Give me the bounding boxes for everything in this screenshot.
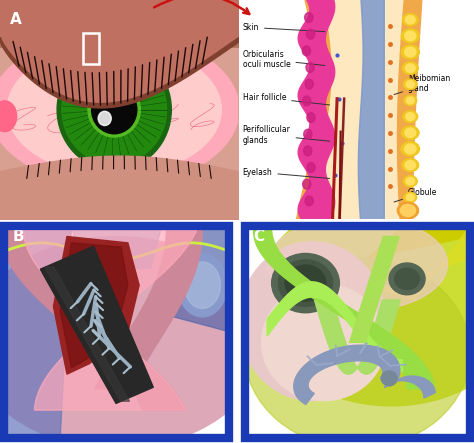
- Ellipse shape: [381, 371, 397, 386]
- Ellipse shape: [404, 192, 417, 202]
- Ellipse shape: [402, 14, 418, 26]
- Text: Orbicularis
oculi muscle: Orbicularis oculi muscle: [243, 50, 325, 69]
- Ellipse shape: [245, 258, 470, 443]
- Polygon shape: [298, 0, 335, 224]
- Ellipse shape: [239, 242, 386, 400]
- Ellipse shape: [402, 159, 419, 171]
- Ellipse shape: [302, 46, 310, 56]
- Ellipse shape: [302, 179, 311, 189]
- Text: A: A: [9, 12, 21, 27]
- Ellipse shape: [402, 62, 418, 74]
- Ellipse shape: [7, 44, 221, 175]
- Ellipse shape: [395, 268, 419, 289]
- Ellipse shape: [406, 194, 414, 201]
- Ellipse shape: [406, 81, 414, 88]
- Polygon shape: [45, 267, 129, 401]
- Ellipse shape: [307, 113, 315, 122]
- Ellipse shape: [405, 16, 415, 24]
- Ellipse shape: [400, 205, 416, 217]
- Ellipse shape: [397, 202, 419, 219]
- Ellipse shape: [406, 97, 414, 104]
- Polygon shape: [384, 376, 435, 398]
- Ellipse shape: [256, 194, 474, 406]
- Ellipse shape: [302, 96, 311, 106]
- Text: B: B: [13, 229, 25, 244]
- Ellipse shape: [389, 263, 425, 295]
- Polygon shape: [315, 300, 400, 374]
- Polygon shape: [294, 345, 400, 404]
- Ellipse shape: [98, 111, 111, 125]
- Ellipse shape: [178, 253, 227, 317]
- Ellipse shape: [404, 96, 417, 105]
- Polygon shape: [313, 0, 403, 224]
- Polygon shape: [358, 0, 384, 224]
- Polygon shape: [254, 230, 434, 389]
- Text: Skin: Skin: [243, 23, 325, 32]
- Ellipse shape: [405, 31, 416, 41]
- Ellipse shape: [403, 79, 417, 89]
- Ellipse shape: [403, 111, 418, 122]
- Ellipse shape: [401, 126, 419, 140]
- Polygon shape: [296, 0, 422, 224]
- Ellipse shape: [307, 163, 315, 172]
- Text: Eyelash: Eyelash: [243, 167, 329, 179]
- Polygon shape: [54, 237, 139, 374]
- Ellipse shape: [262, 284, 385, 400]
- Ellipse shape: [401, 29, 419, 43]
- Ellipse shape: [304, 129, 312, 139]
- Polygon shape: [150, 226, 229, 332]
- Ellipse shape: [91, 85, 137, 134]
- Ellipse shape: [267, 216, 447, 312]
- Polygon shape: [267, 282, 402, 372]
- Polygon shape: [4, 226, 72, 438]
- Polygon shape: [380, 226, 470, 300]
- Ellipse shape: [403, 176, 417, 187]
- Ellipse shape: [0, 101, 17, 132]
- Ellipse shape: [306, 29, 315, 39]
- Bar: [83, 33, 99, 64]
- Ellipse shape: [405, 160, 416, 170]
- Polygon shape: [369, 226, 470, 258]
- Ellipse shape: [305, 196, 313, 206]
- Polygon shape: [1, 230, 185, 410]
- Ellipse shape: [401, 45, 419, 59]
- Ellipse shape: [305, 12, 313, 23]
- Ellipse shape: [62, 55, 166, 164]
- Ellipse shape: [0, 237, 263, 443]
- Ellipse shape: [405, 128, 416, 137]
- Ellipse shape: [278, 260, 333, 307]
- Ellipse shape: [305, 79, 313, 89]
- Ellipse shape: [0, 33, 239, 187]
- Ellipse shape: [272, 253, 339, 313]
- Text: Hair follicle: Hair follicle: [243, 93, 329, 105]
- Polygon shape: [60, 243, 128, 368]
- Polygon shape: [349, 237, 399, 342]
- Text: C: C: [254, 229, 265, 244]
- Ellipse shape: [404, 144, 416, 154]
- Polygon shape: [72, 226, 162, 268]
- Ellipse shape: [406, 113, 415, 120]
- Ellipse shape: [405, 64, 415, 73]
- Ellipse shape: [88, 82, 140, 137]
- Ellipse shape: [401, 142, 419, 156]
- Ellipse shape: [184, 262, 220, 308]
- Ellipse shape: [304, 146, 312, 156]
- Text: Meibomian
gland: Meibomian gland: [394, 74, 450, 94]
- Text: Globule: Globule: [394, 188, 438, 202]
- Ellipse shape: [406, 177, 415, 185]
- Ellipse shape: [285, 265, 326, 301]
- Polygon shape: [40, 246, 153, 404]
- Ellipse shape: [57, 49, 171, 170]
- Text: Perifollicular
glands: Perifollicular glands: [243, 125, 329, 144]
- Ellipse shape: [306, 62, 314, 73]
- Ellipse shape: [405, 47, 416, 57]
- Polygon shape: [23, 230, 197, 410]
- Polygon shape: [95, 230, 202, 389]
